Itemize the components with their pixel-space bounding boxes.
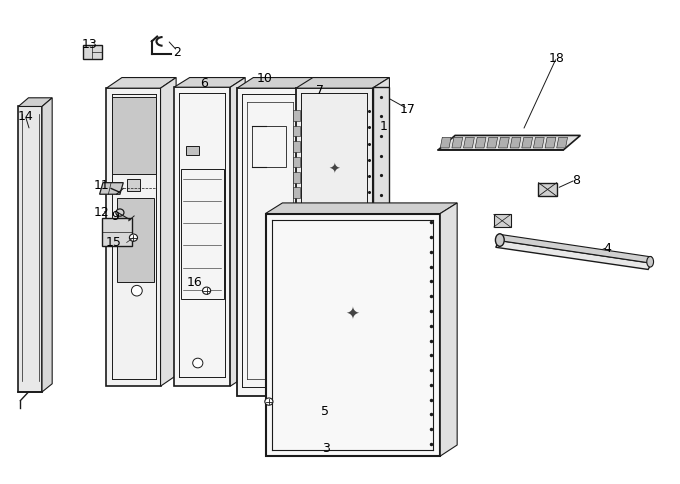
Text: 2: 2 xyxy=(173,45,182,59)
Polygon shape xyxy=(292,188,300,199)
Polygon shape xyxy=(265,214,440,456)
Polygon shape xyxy=(174,78,245,88)
Polygon shape xyxy=(18,99,52,107)
Ellipse shape xyxy=(496,234,505,247)
Text: ✦: ✦ xyxy=(345,305,359,323)
Polygon shape xyxy=(296,89,373,406)
Polygon shape xyxy=(99,183,123,195)
Text: 14: 14 xyxy=(17,109,33,122)
Polygon shape xyxy=(522,138,532,149)
Text: 11: 11 xyxy=(94,179,109,192)
Text: 18: 18 xyxy=(549,52,564,65)
Polygon shape xyxy=(373,88,389,405)
Polygon shape xyxy=(18,107,42,392)
Polygon shape xyxy=(186,147,199,155)
Text: 8: 8 xyxy=(572,174,579,187)
Polygon shape xyxy=(499,235,651,264)
Ellipse shape xyxy=(116,210,124,217)
Text: 3: 3 xyxy=(322,441,330,454)
Text: 5: 5 xyxy=(321,404,329,417)
Polygon shape xyxy=(106,78,176,89)
Polygon shape xyxy=(487,138,498,149)
Polygon shape xyxy=(373,78,390,406)
Polygon shape xyxy=(292,126,300,137)
Polygon shape xyxy=(112,98,156,175)
Polygon shape xyxy=(237,89,303,396)
Polygon shape xyxy=(498,138,509,149)
Ellipse shape xyxy=(129,235,137,242)
Polygon shape xyxy=(475,138,486,149)
Text: 17: 17 xyxy=(400,103,415,116)
Text: 16: 16 xyxy=(186,275,202,288)
Polygon shape xyxy=(464,138,475,149)
Text: 12: 12 xyxy=(94,206,109,219)
Polygon shape xyxy=(452,138,462,149)
Polygon shape xyxy=(106,89,160,386)
Polygon shape xyxy=(292,111,300,121)
Ellipse shape xyxy=(192,359,203,368)
Polygon shape xyxy=(545,138,556,149)
Text: ✦: ✦ xyxy=(328,163,341,177)
Polygon shape xyxy=(265,203,457,214)
Polygon shape xyxy=(539,183,557,197)
Polygon shape xyxy=(496,241,651,270)
Polygon shape xyxy=(237,78,318,89)
Polygon shape xyxy=(101,219,132,247)
Ellipse shape xyxy=(265,398,273,406)
Ellipse shape xyxy=(131,286,142,296)
Text: 13: 13 xyxy=(82,38,97,51)
Polygon shape xyxy=(440,203,457,456)
Ellipse shape xyxy=(203,287,211,295)
Polygon shape xyxy=(438,136,581,151)
Polygon shape xyxy=(292,142,300,152)
Text: 4: 4 xyxy=(604,242,611,254)
Polygon shape xyxy=(440,138,451,149)
Polygon shape xyxy=(116,199,154,283)
Text: 7: 7 xyxy=(316,84,324,97)
Polygon shape xyxy=(126,180,140,192)
Text: 1: 1 xyxy=(380,120,388,133)
Text: 6: 6 xyxy=(201,76,209,90)
Polygon shape xyxy=(303,78,318,396)
Polygon shape xyxy=(83,45,101,60)
Polygon shape xyxy=(160,78,176,386)
Text: ✦: ✦ xyxy=(330,343,339,353)
Polygon shape xyxy=(494,215,511,227)
Text: 9: 9 xyxy=(112,210,119,223)
Polygon shape xyxy=(42,99,52,392)
Polygon shape xyxy=(533,138,544,149)
Polygon shape xyxy=(292,157,300,168)
Polygon shape xyxy=(292,173,300,183)
Text: 15: 15 xyxy=(105,236,121,248)
Polygon shape xyxy=(174,88,231,386)
Ellipse shape xyxy=(647,257,653,268)
Text: 10: 10 xyxy=(256,72,272,85)
Polygon shape xyxy=(557,138,568,149)
Polygon shape xyxy=(231,78,245,386)
Polygon shape xyxy=(510,138,521,149)
Polygon shape xyxy=(296,78,390,89)
